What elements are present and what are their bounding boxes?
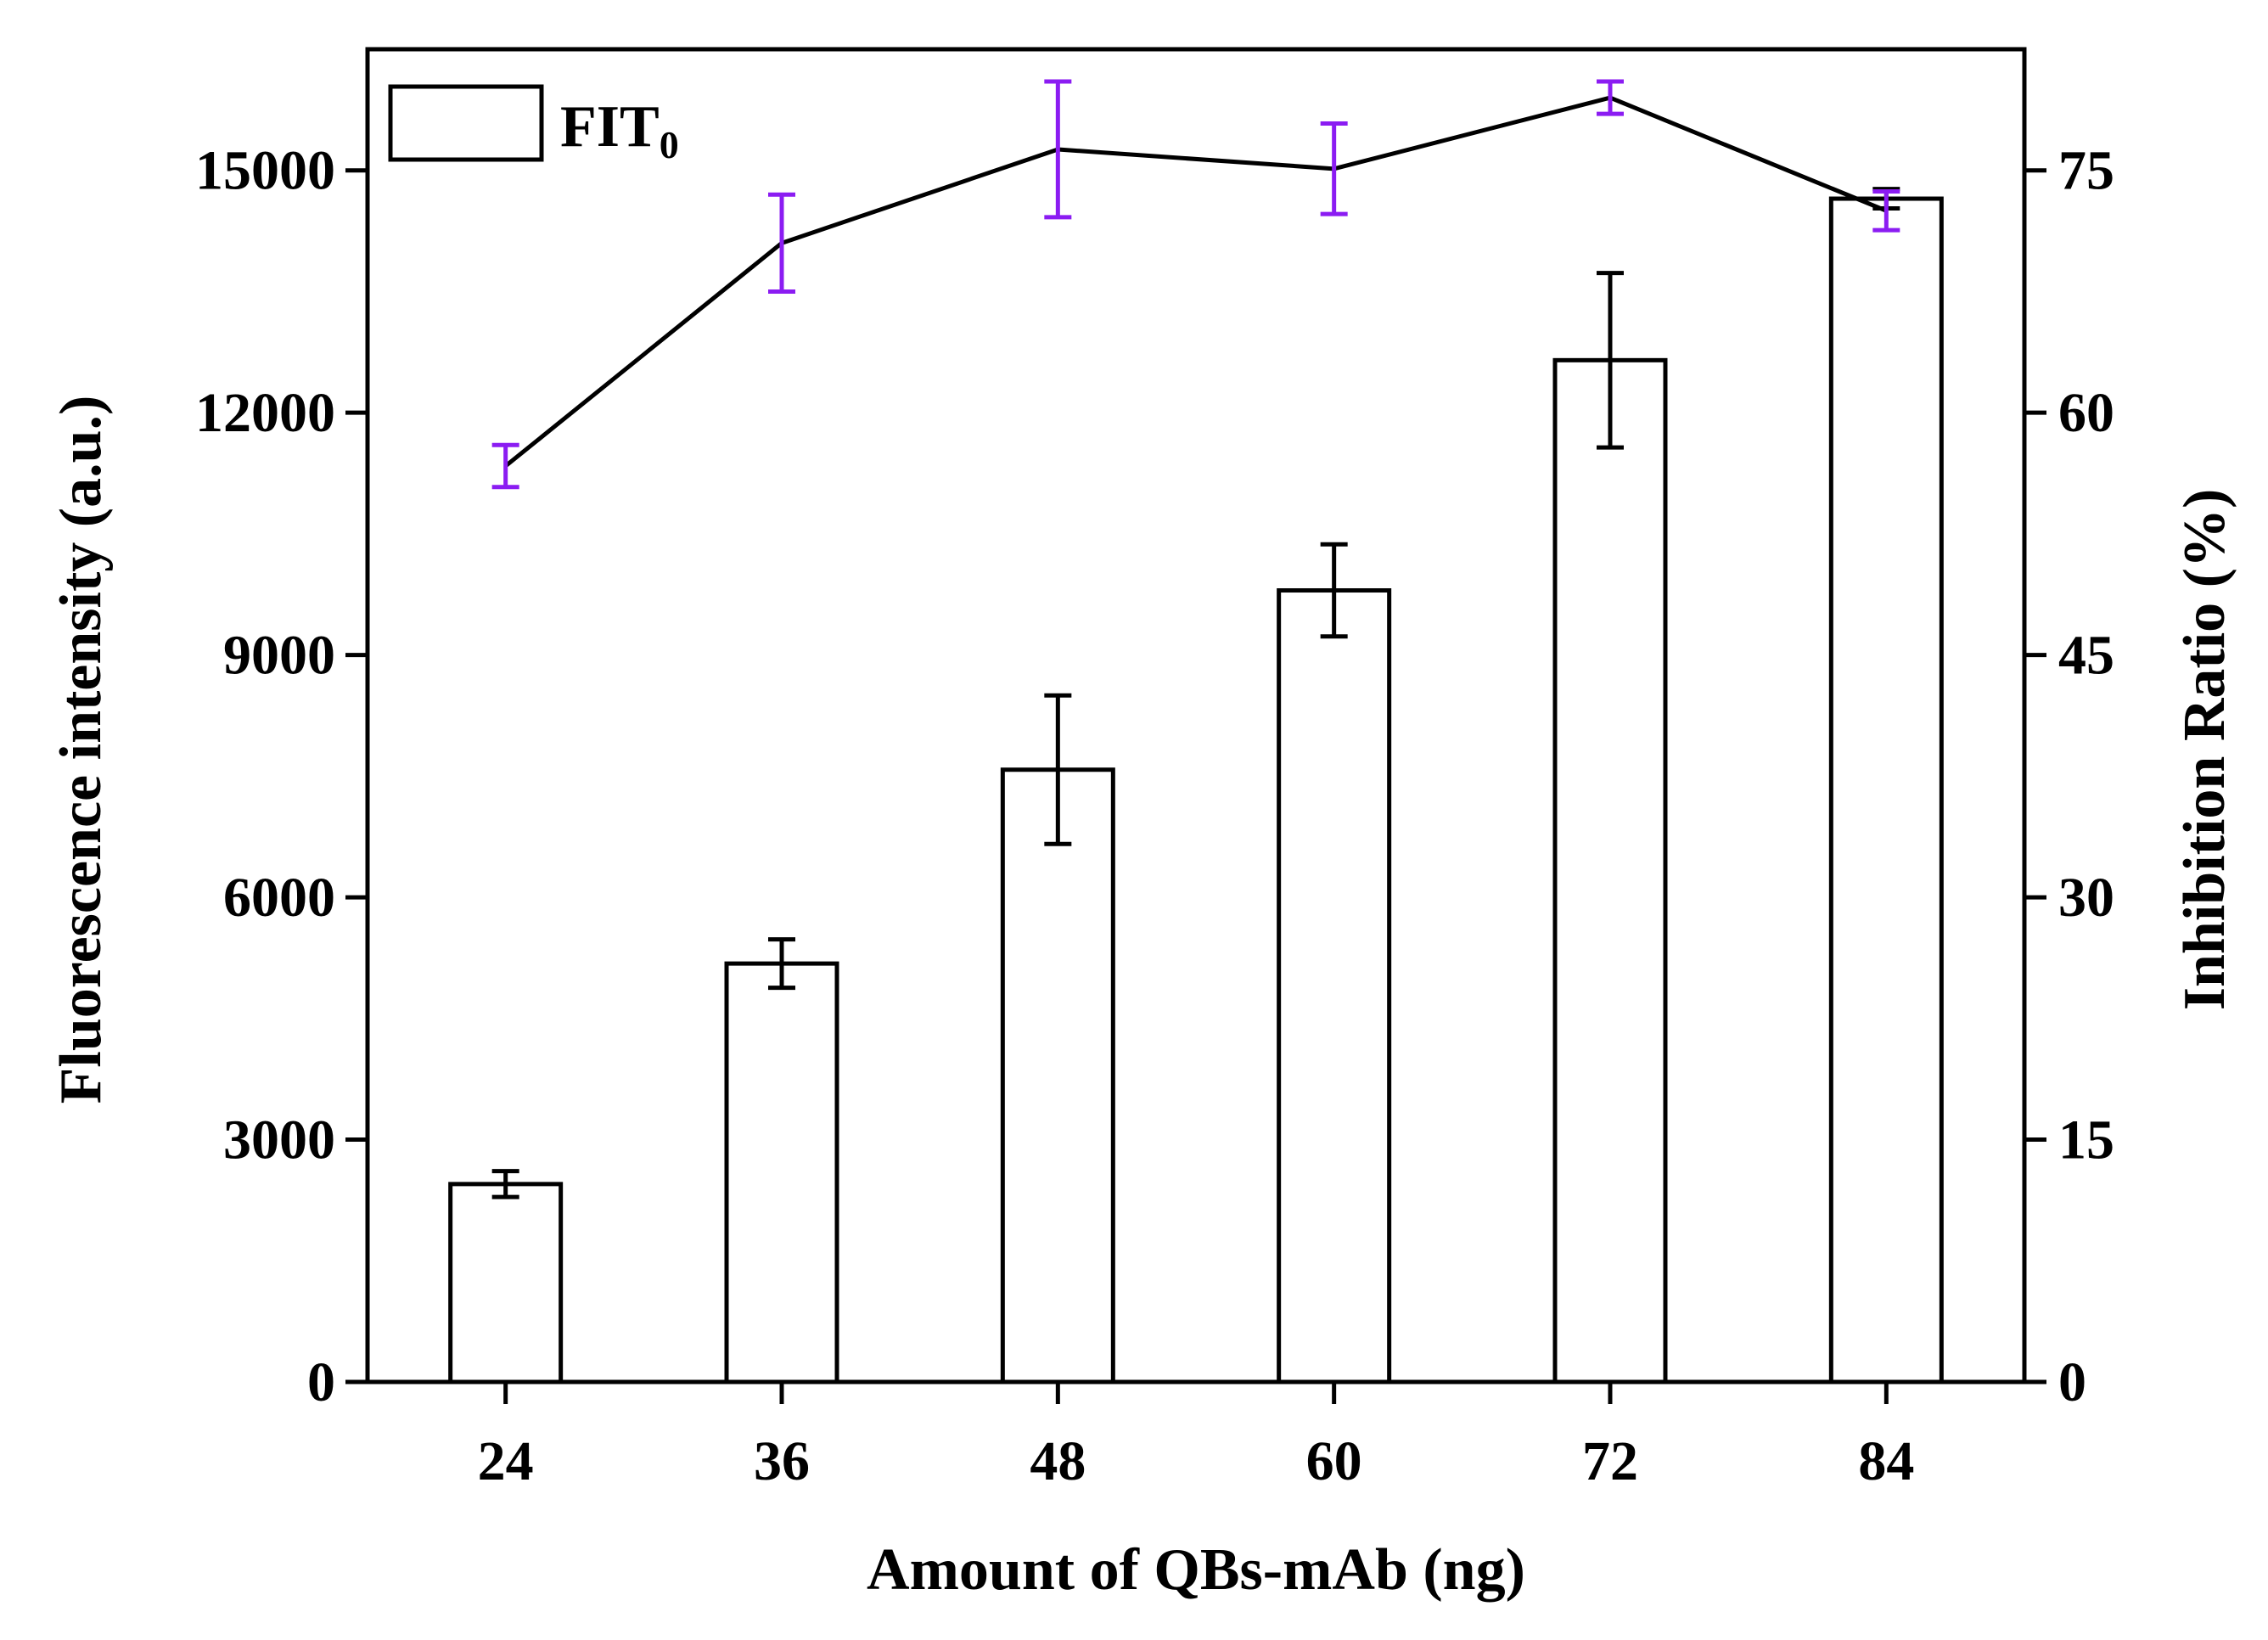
line-layer bbox=[504, 95, 1888, 468]
left-tick-label-6000: 6000 bbox=[223, 867, 335, 929]
bars-layer bbox=[448, 196, 1944, 1384]
left-tick-label-9000: 9000 bbox=[223, 625, 335, 687]
left-tick-label-3000: 3000 bbox=[223, 1109, 335, 1171]
bar-48 bbox=[1000, 767, 1115, 1384]
legend: FIT0 bbox=[388, 84, 679, 166]
bar-72 bbox=[1552, 357, 1668, 1384]
right-tick-label-60: 60 bbox=[2058, 382, 2114, 444]
x-tick-label-48: 48 bbox=[1030, 1430, 1086, 1492]
x-tick-label-60: 60 bbox=[1306, 1430, 1362, 1492]
x-axis-title: Amount of QBs-mAb (ng) bbox=[867, 1537, 1525, 1603]
x-tick-label-24: 24 bbox=[478, 1430, 534, 1492]
right-tick-label-15: 15 bbox=[2058, 1109, 2114, 1171]
left-axis: 0 3000 6000 9000 12000 15000 bbox=[195, 140, 368, 1413]
x-axis: 24 36 48 60 72 84 bbox=[478, 1382, 1914, 1492]
bar-errors-layer bbox=[491, 187, 1900, 1199]
legend-label: FIT0 bbox=[560, 94, 679, 166]
inhibition-ratio-line bbox=[504, 95, 1888, 468]
left-tick-label-12000: 12000 bbox=[195, 382, 335, 444]
left-y-axis-title: Fluorescence intensity (a.u.) bbox=[48, 396, 114, 1104]
bar-84 bbox=[1828, 196, 1944, 1384]
right-tick-label-75: 75 bbox=[2058, 140, 2114, 202]
x-tick-label-36: 36 bbox=[754, 1430, 810, 1492]
right-axis: 0 15 30 45 60 75 bbox=[2024, 140, 2114, 1413]
left-tick-label-0: 0 bbox=[307, 1351, 335, 1413]
right-tick-label-30: 30 bbox=[2058, 867, 2114, 929]
x-tick-label-72: 72 bbox=[1582, 1430, 1638, 1492]
left-tick-label-15000: 15000 bbox=[195, 140, 335, 202]
legend-swatch bbox=[388, 84, 544, 162]
right-y-axis-title: Inhibition Ratio (%) bbox=[2172, 489, 2237, 1011]
bar-60 bbox=[1277, 588, 1392, 1384]
plot-frame bbox=[365, 47, 2027, 1384]
right-tick-label-0: 0 bbox=[2058, 1351, 2086, 1413]
x-tick-label-84: 84 bbox=[1858, 1430, 1914, 1492]
right-tick-label-45: 45 bbox=[2058, 625, 2114, 687]
bar-36 bbox=[724, 961, 839, 1384]
bar-24 bbox=[448, 1182, 564, 1384]
legend-label-main: FIT bbox=[560, 94, 660, 160]
legend-label-subscript: 0 bbox=[660, 123, 679, 166]
line-errors-layer bbox=[491, 79, 1900, 490]
